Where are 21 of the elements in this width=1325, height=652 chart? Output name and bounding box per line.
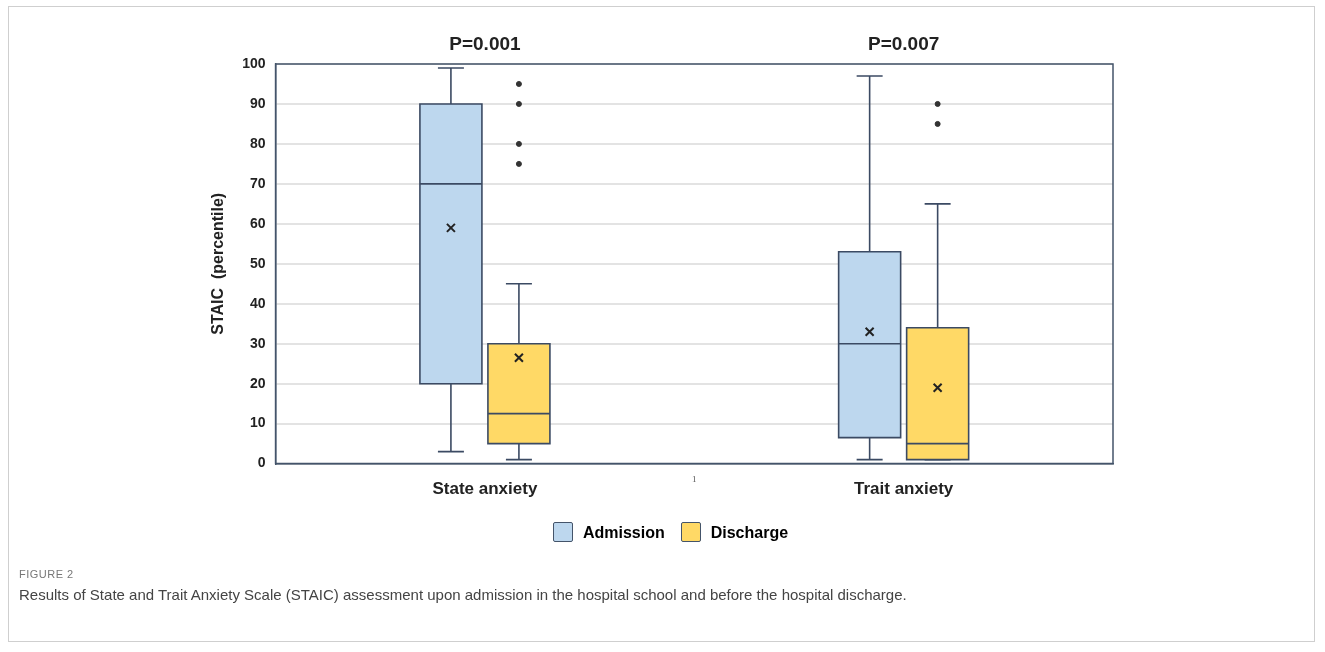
text: 1	[692, 474, 697, 485]
text: Results of State and Trait Anxiety Scale (STAIC) assessment upon admission in the hospital school and before the hospital discharge.	[19, 586, 908, 603]
y-tick-label: 50	[249, 254, 266, 271]
y-tick-label: 70	[249, 174, 266, 191]
y-tick-label: 20	[249, 374, 266, 391]
y-tick-label: 90	[249, 94, 266, 111]
y-tick-label: 60	[249, 214, 266, 231]
text: P=0.007	[867, 32, 940, 54]
y-tick-label: 30	[249, 334, 266, 351]
text: P=0.001	[449, 32, 521, 54]
y-tick-label: 0	[257, 454, 266, 471]
x-tick-label: State anxiety	[432, 479, 538, 499]
y-tick-label: 40	[249, 294, 266, 311]
legend-label: Admission	[582, 524, 665, 541]
caption: FIGURE 2	[19, 568, 75, 580]
y-tick-label: 80	[249, 134, 266, 151]
y-tick-label: 10	[249, 414, 266, 431]
x-tick-label: Trait anxiety	[854, 479, 954, 499]
y-axis-title: STAIC (percentile)	[209, 192, 227, 335]
legend-label: Discharge	[710, 524, 789, 541]
y-tick-label: 100	[242, 54, 266, 71]
